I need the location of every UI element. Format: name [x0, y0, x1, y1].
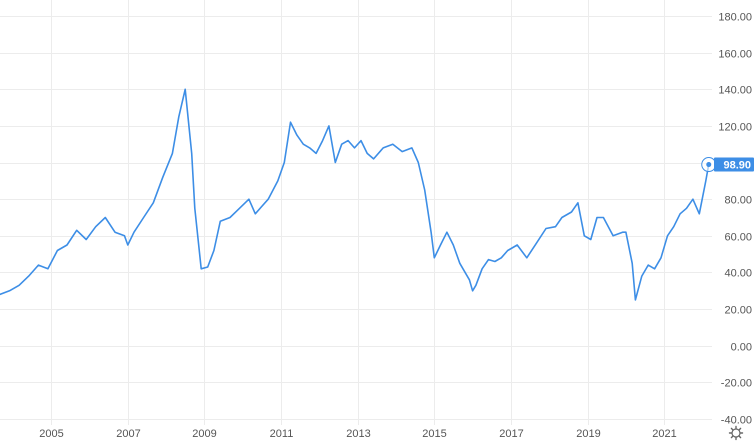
- y-tick-label: -40.00: [721, 415, 752, 427]
- gear-icon[interactable]: [728, 425, 744, 441]
- y-tick-label: 40.00: [724, 268, 752, 280]
- series-line: [0, 88, 710, 301]
- y-tick-label: 180.00: [718, 12, 752, 24]
- x-tick-label: 2009: [192, 428, 216, 440]
- x-tick-label: 2017: [499, 428, 523, 440]
- chart-settings-button[interactable]: [728, 425, 744, 441]
- y-tick-label: -20.00: [721, 378, 752, 390]
- x-tick-label: 2019: [576, 428, 600, 440]
- grid: [0, 0, 712, 425]
- y-tick-label: 140.00: [718, 85, 752, 97]
- x-tick-label: 2011: [270, 428, 294, 440]
- x-axis: 2005 2007 2009 2011 2013 2015 2017 2019 2021: [39, 428, 676, 440]
- x-tick-label: 2021: [652, 428, 676, 440]
- x-tick-label: 2015: [422, 428, 446, 440]
- last-value-label: 98.90: [723, 160, 751, 172]
- y-tick-label: 20.00: [724, 305, 752, 317]
- last-value-marker: 98.90: [701, 157, 754, 173]
- y-tick-label: 80.00: [724, 195, 752, 207]
- x-tick-label: 2007: [116, 428, 140, 440]
- last-point: [706, 162, 712, 168]
- series-line-group: [0, 88, 710, 301]
- y-tick-label: 60.00: [724, 232, 752, 244]
- last-value-badge: [714, 157, 754, 172]
- y-tick-label: 120.00: [718, 122, 752, 134]
- y-axis: 180.00160.00140.00120.00100.0080.0060.00…: [718, 12, 752, 427]
- x-tick-label: 2013: [346, 428, 370, 440]
- y-tick-label: 160.00: [718, 49, 752, 61]
- y-tick-label: 0.00: [731, 342, 752, 354]
- x-tick-label: 2005: [39, 428, 63, 440]
